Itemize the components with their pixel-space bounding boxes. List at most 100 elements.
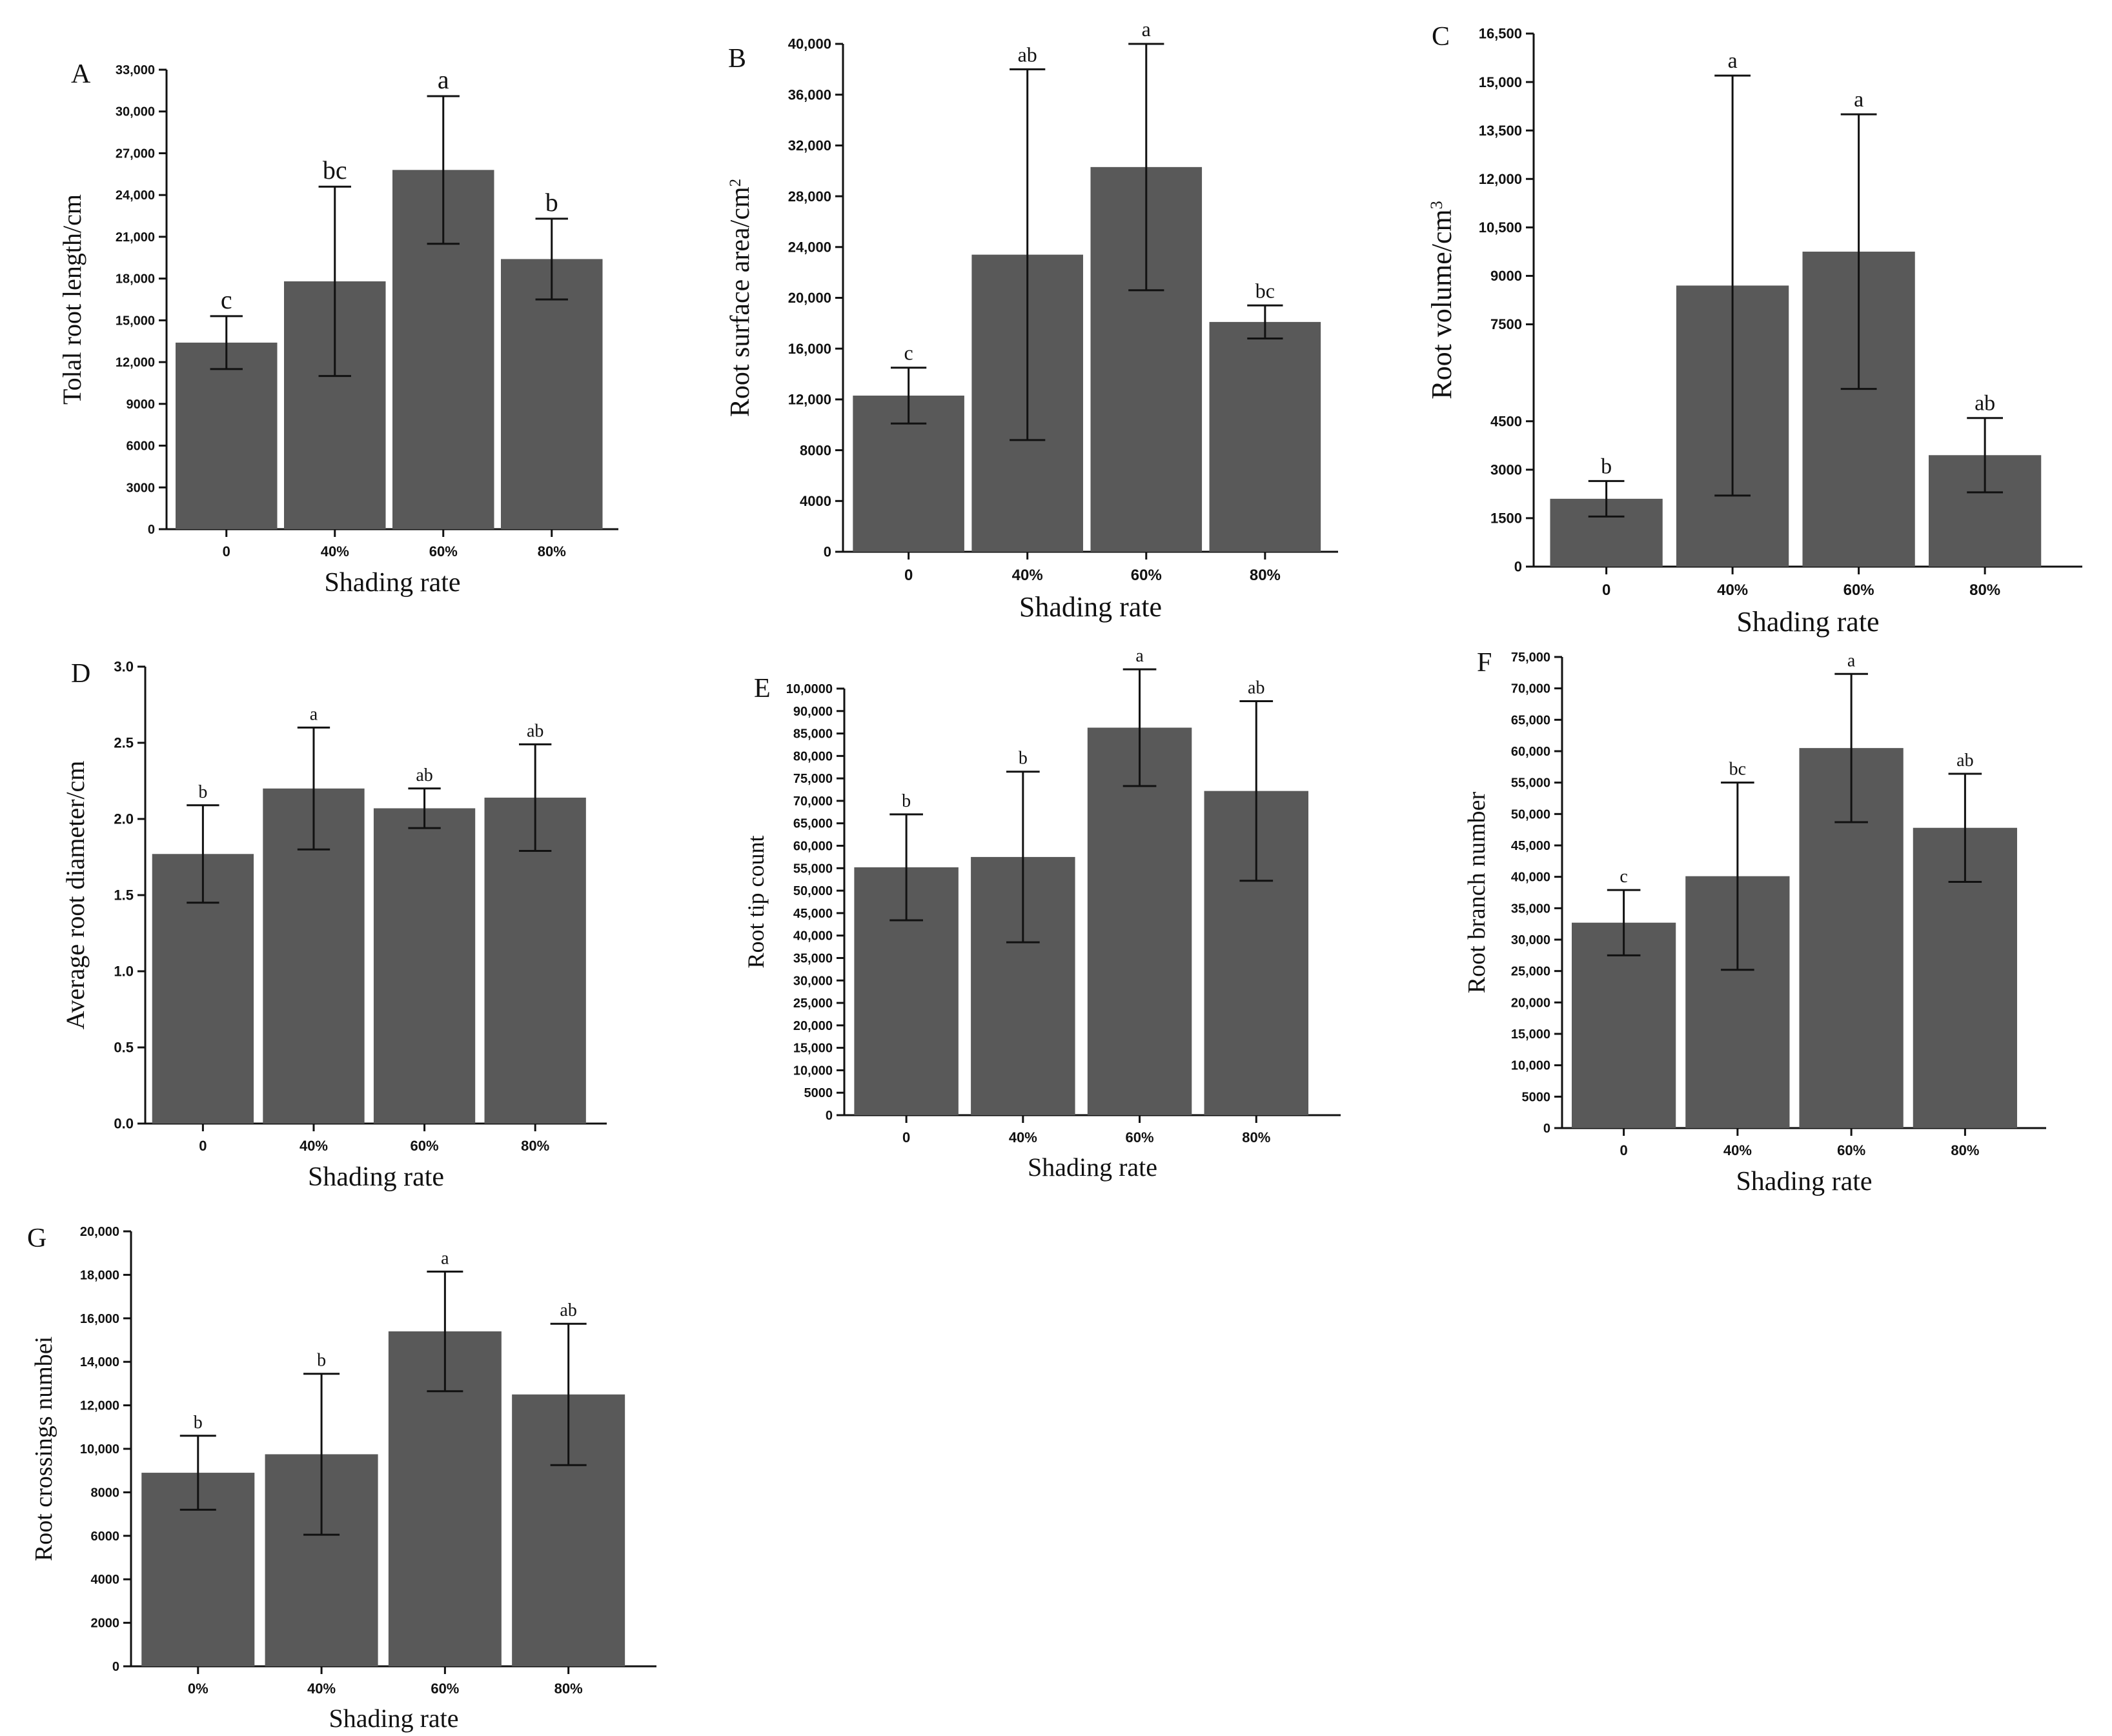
panel-b-y-tick-label: 24,000 [788, 239, 831, 256]
panel-f-y-tick-label: 15,000 [1511, 1027, 1550, 1042]
panel-b-y-tick-label: 32,000 [788, 137, 831, 154]
panel-a-significance-letter-1: bc [323, 156, 347, 185]
panel-d-x-tick-label-1: 40% [300, 1138, 328, 1154]
panel-c-x-tick-label-0: 0 [1602, 581, 1610, 599]
panel-d-significance-letter-3: ab [527, 721, 543, 741]
panel-a-y-tick-label: 24,000 [116, 188, 155, 203]
panel-f-y-axis-title: Root branch number [1463, 791, 1490, 993]
panel-b-y-tick-label: 0 [824, 544, 831, 560]
panel-b-y-axis-title-superscript: 2 [727, 179, 744, 187]
panel-f-y-tick-label: 20,000 [1511, 996, 1550, 1010]
panel-b-panel-label: B [728, 44, 746, 74]
panel-a-y-tick-label: 9000 [127, 398, 156, 412]
panel-b-x-tick-label-2: 60% [1131, 567, 1162, 584]
panel-f-x-tick-label-3: 80% [1951, 1142, 1979, 1158]
panel-a-y-tick-label: 0 [148, 523, 155, 537]
panel-d-y-tick-label: 0.5 [114, 1040, 134, 1056]
panel-b-x-tick-label-1: 40% [1012, 567, 1043, 584]
panel-e-y-tick-label: 10,0000 [786, 682, 833, 696]
panel-g-panel-label: G [27, 1224, 46, 1253]
panel-e-y-tick-label: 5000 [804, 1086, 833, 1100]
panel-e-y-tick-label: 70,000 [793, 794, 833, 809]
panel-f-y-tick-label: 70,000 [1511, 682, 1550, 696]
panel-b-y-tick-label: 20,000 [788, 290, 831, 306]
panel-e-y-tick-label: 40,000 [793, 929, 833, 944]
panel-f-significance-letter-3: ab [1956, 751, 1973, 771]
panel-c-significance-letter-1: a [1728, 49, 1738, 73]
panel-e-y-tick-label: 65,000 [793, 817, 833, 831]
panel-b-x-axis-title: Shading rate [1019, 591, 1162, 623]
panel-b-significance-letter-0: c [904, 341, 913, 365]
panel-d-significance-letter-0: b [198, 782, 207, 802]
panel-a-x-axis-title: Shading rate [324, 568, 460, 598]
panel-b-y-tick-label: 12,000 [788, 392, 831, 408]
panel-b-x-tick-label-0: 0 [904, 567, 913, 584]
panel-a-significance-letter-0: c [221, 285, 232, 314]
panel-f-significance-letter-2: a [1847, 651, 1856, 671]
panel-a-y-tick-label: 12,000 [116, 356, 155, 370]
panel-d-x-tick-label-0: 0 [199, 1138, 207, 1154]
panel-b-y-tick-label: 40,000 [788, 36, 831, 52]
panel-b-y-tick-label: 28,000 [788, 188, 831, 205]
panel-c-y-tick-label: 4500 [1490, 413, 1522, 429]
panel-c-significance-letter-2: a [1854, 88, 1863, 112]
panel-e-panel-label: E [754, 674, 771, 703]
panel-c-y-tick-label: 3000 [1490, 462, 1522, 478]
panel-b-y-tick-label: 8000 [800, 442, 831, 458]
panel-d-bar-3 [484, 797, 586, 1124]
panel-a-y-tick-label: 30,000 [116, 105, 155, 119]
panel-g-y-tick-label: 14,000 [80, 1355, 119, 1369]
panel-a-panel-label: A [71, 59, 91, 89]
panel-f-y-tick-label: 10,000 [1511, 1059, 1550, 1073]
panel-c-y-tick-label: 0 [1514, 559, 1522, 575]
panel-g-y-tick-label: 0 [112, 1660, 119, 1674]
panel-b-y-tick-label: 4000 [800, 493, 831, 509]
panel-a-x-tick-label-0: 0 [223, 543, 230, 560]
panel-e-y-tick-label: 20,000 [793, 1019, 833, 1033]
panel-f-y-tick-label: 50,000 [1511, 807, 1550, 822]
panel-a-x-tick-label-3: 80% [538, 543, 566, 560]
panel-f-x-axis-title: Shading rate [1736, 1167, 1872, 1196]
panel-c-x-tick-label-3: 80% [1969, 581, 2000, 599]
panel-b-y-tick-label: 36,000 [788, 86, 831, 103]
panel-d-panel-label: D [71, 659, 90, 689]
panel-d-y-tick-label: 2.5 [114, 735, 134, 751]
panel-e: 0 5000 10,000 15,000 20,000 25,000 30,000 35,00… [743, 646, 1341, 1182]
panel-a-bar-0 [176, 342, 278, 529]
panel-g-y-tick-label: 2000 [91, 1617, 120, 1631]
panel-e-y-tick-label: 25,000 [793, 996, 833, 1011]
panel-c-y-tick-label: 9000 [1490, 268, 1522, 284]
panel-e-y-tick-label: 50,000 [793, 884, 833, 898]
panel-e-x-tick-label-2: 60% [1126, 1129, 1154, 1146]
panel-f-y-tick-label: 40,000 [1511, 871, 1550, 885]
panel-a-x-tick-label-2: 60% [429, 543, 458, 560]
panel-e-x-tick-label-3: 80% [1242, 1129, 1270, 1146]
panel-e-y-tick-label: 30,000 [793, 974, 833, 988]
panel-b: 0 4000 8000 12,000 16,000 20,000 24,000 28,000 3… [726, 17, 1338, 623]
panel-d-y-tick-label: 1.0 [114, 964, 134, 980]
panel-f-x-tick-label-1: 40% [1723, 1142, 1752, 1158]
panel-f-y-tick-label: 0 [1543, 1122, 1550, 1136]
panel-f-y-tick-label: 25,000 [1511, 965, 1550, 979]
panel-b-y-tick-label: 16,000 [788, 341, 831, 357]
panel-f-y-tick-label: 45,000 [1511, 839, 1550, 853]
panel-g-y-tick-label: 20,000 [80, 1225, 119, 1239]
panel-b-x-tick-label-3: 80% [1250, 567, 1281, 584]
panel-d: 0.0 0.5 1.0 1.5 2.0 2.5 3.0 b 0 a 40% ab 60% ab 80% Sha… [61, 659, 607, 1192]
panel-f-y-tick-label: 60,000 [1511, 745, 1550, 759]
panel-c-y-axis-title: Root volume/cm3 [1426, 201, 1457, 399]
panel-e-y-tick-label: 55,000 [793, 862, 833, 876]
panel-f-y-tick-label: 75,000 [1511, 651, 1550, 665]
panel-e-y-tick-label: 35,000 [793, 951, 833, 965]
panel-d-significance-letter-2: ab [416, 765, 432, 785]
panel-g-y-tick-label: 10,000 [80, 1442, 119, 1457]
panel-g-y-tick-label: 8000 [91, 1486, 120, 1500]
panel-f-y-tick-label: 55,000 [1511, 776, 1550, 791]
panel-g-x-tick-label-2: 60% [431, 1680, 459, 1697]
panel-e-y-axis-title: Root tip count [743, 836, 769, 969]
panel-e-x-axis-title: Shading rate [1028, 1153, 1157, 1182]
panel-e-bar-2 [1087, 727, 1192, 1115]
panel-c-y-axis-title-superscript: 3 [1427, 201, 1446, 209]
panel-g-significance-letter-1: b [317, 1351, 326, 1371]
